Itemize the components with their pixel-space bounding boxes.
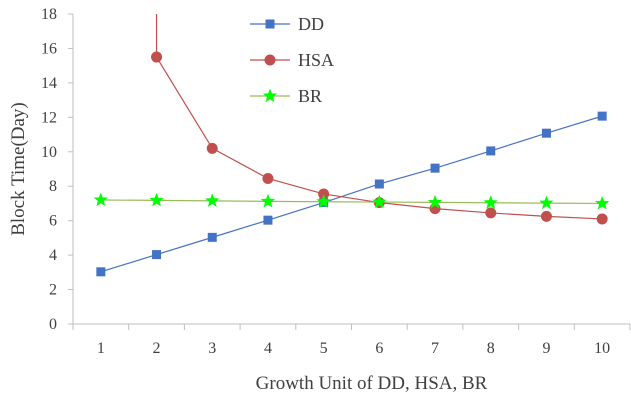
legend-marker-dd: [265, 19, 275, 29]
series-dd-point: [152, 250, 162, 260]
x-axis-ticks: 1 2 3 4 5 6 7 8 9 10: [72, 324, 631, 357]
x-tick-label: 1: [97, 340, 105, 357]
y-tick-label: 2: [49, 282, 57, 299]
y-tick-label: 14: [41, 75, 57, 92]
series-hsa-point: [540, 210, 552, 222]
series-br-point: [483, 195, 498, 209]
series-dd-point: [486, 146, 496, 156]
y-axis-ticks: 0 2 4 6 8 10 12 14 16 18: [41, 6, 73, 333]
series-hsa-point: [206, 142, 218, 154]
x-tick-label: 4: [264, 340, 272, 357]
legend-marker-hsa: [264, 54, 276, 66]
y-tick-label: 16: [41, 40, 57, 57]
series-br-point: [260, 193, 276, 208]
legend-marker-br: [262, 88, 278, 103]
series-br-point: [316, 194, 331, 208]
series-br-point: [149, 192, 164, 207]
series-br-point: [427, 194, 443, 209]
y-tick-label: 4: [49, 247, 57, 264]
x-tick-label: 10: [594, 340, 610, 357]
y-tick-label: 12: [41, 109, 57, 126]
series-hsa-point: [596, 213, 608, 225]
legend-item-hsa: HSA: [250, 50, 334, 70]
series-dd-point: [541, 128, 551, 138]
y-tick-label: 0: [49, 316, 57, 333]
series-hsa-point: [318, 188, 330, 200]
x-tick-label: 7: [431, 340, 439, 357]
x-tick-label: 2: [153, 340, 161, 357]
series-dd-line: [100, 115, 603, 273]
series-br-point: [93, 192, 108, 207]
series-br-point: [595, 195, 610, 210]
series-br-point: [539, 195, 554, 210]
legend-item-dd: DD: [250, 14, 324, 34]
series-hsa-point: [262, 172, 274, 184]
series-hsa-point: [151, 51, 163, 63]
series-hsa-line: [155, 14, 603, 220]
series-hsa: [151, 14, 608, 225]
series-layer: [93, 14, 610, 277]
x-tick-label: 8: [487, 340, 495, 357]
series-dd-point: [430, 163, 440, 173]
series-dd-point: [374, 179, 384, 189]
x-tick-label: 6: [375, 340, 383, 357]
series-br-line: [100, 199, 603, 205]
series-dd-point: [263, 215, 273, 225]
y-axis-title: Block Time(Day): [8, 102, 29, 236]
x-axis-title: Growth Unit of DD, HSA, BR: [256, 373, 488, 394]
legend-label-br: BR: [298, 86, 322, 106]
x-tick-label: 5: [320, 340, 328, 357]
series-br: [93, 192, 610, 210]
series-hsa-point: [485, 207, 497, 219]
legend-item-br: BR: [250, 86, 322, 106]
legend-label-dd: DD: [298, 14, 324, 34]
series-dd-point: [597, 111, 607, 121]
x-tick-label: 9: [542, 340, 550, 357]
series-dd: [96, 111, 607, 277]
y-tick-label: 10: [41, 144, 57, 161]
legend-label-hsa: HSA: [298, 50, 334, 70]
y-tick-label: 6: [49, 213, 57, 230]
series-dd-point: [96, 267, 106, 277]
series-dd-point: [207, 232, 217, 242]
y-tick-label: 18: [41, 6, 57, 23]
legend: DD HSA BR: [250, 14, 334, 106]
series-br-point: [205, 193, 220, 207]
y-tick-label: 8: [49, 178, 57, 195]
series-br-point: [372, 194, 387, 209]
x-tick-label: 3: [208, 340, 216, 357]
